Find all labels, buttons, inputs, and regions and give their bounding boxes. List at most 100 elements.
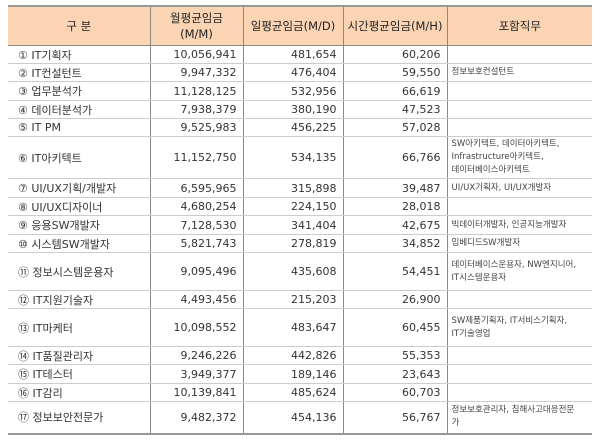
daily-wage: 224,150 — [242, 197, 343, 216]
monthly-wage: 9,947,332 — [149, 63, 243, 82]
header-category: 구 분 — [8, 6, 150, 46]
monthly-wage: 3,949,377 — [149, 364, 243, 384]
salary-table: 구 분 월평균임금 (M/M) 일평균임금(M/D) 시간평균임금(M/H) 포함… — [8, 5, 592, 435]
monthly-wage: 10,056,941 — [149, 45, 243, 64]
hourly-wage: 26,900 — [342, 290, 447, 309]
table-row: ⑩ 시스템SW개발자 5,821,743 278,819 34,852 임베디드SW개발… — [8, 234, 592, 253]
job-name: ① IT기획자 — [8, 45, 150, 64]
monthly-wage: 10,098,552 — [149, 308, 243, 347]
daily-wage: 380,190 — [242, 100, 343, 119]
included-jobs — [446, 118, 592, 137]
job-name: ⑤ IT PM — [8, 118, 150, 137]
included-jobs — [446, 383, 592, 402]
job-name: ⑫ IT지원기술자 — [8, 290, 150, 309]
monthly-wage: 11,152,750 — [149, 136, 243, 179]
hourly-wage: 28,018 — [342, 197, 447, 216]
included-job-line: 빅데이터개발자, 인공지능개발자 — [451, 219, 567, 230]
hourly-wage: 66,619 — [342, 81, 447, 101]
table-row: ③ 업무분석가 11,128,125 532,956 66,619 — [8, 81, 592, 101]
monthly-wage: 10,139,841 — [149, 383, 243, 402]
table-row: ⑦ UI/UX기획/개발자 6,595,965 315,898 39,487 UI/UX… — [8, 178, 592, 198]
daily-wage: 442,826 — [242, 346, 343, 365]
header-included: 포함직무 — [446, 6, 592, 46]
job-name: ③ 업무분석가 — [8, 81, 150, 101]
hourly-wage: 59,550 — [342, 63, 447, 82]
header-monthly-line1: 월평균임금 — [170, 11, 223, 25]
daily-wage: 278,819 — [242, 234, 343, 253]
hourly-wage: 55,353 — [342, 346, 447, 365]
included-job-line: UI/UX기획자, UI/UX개발자 — [451, 182, 552, 193]
monthly-wage: 9,482,372 — [149, 401, 243, 434]
hourly-wage: 54,451 — [342, 252, 447, 291]
daily-wage: 215,203 — [242, 290, 343, 309]
job-name: ⑮ IT테스터 — [8, 364, 150, 384]
included-jobs: SW제품기획자, IT서비스기획자, IT기술영업 — [446, 308, 592, 347]
included-jobs: 임베디드SW개발자 — [446, 234, 592, 253]
included-job-line: 정보보호컨설턴트 — [451, 67, 515, 77]
daily-wage: 456,225 — [242, 118, 343, 137]
header-monthly-line2: (M/M) — [180, 27, 213, 41]
job-name: ⑥ IT아키텍트 — [8, 136, 150, 179]
hourly-wage: 57,028 — [342, 118, 447, 137]
table-row: ⑨ 응용SW개발자 7,128,530 341,404 42,675 빅데이터개발자, … — [8, 215, 592, 235]
table-row: ⑧ UI/UX디자이너 4,680,254 224,150 28,018 — [8, 197, 592, 216]
table-row: ⑭ IT품질관리자 9,246,226 442,826 55,353 — [8, 346, 592, 365]
included-jobs — [446, 197, 592, 216]
monthly-wage: 5,821,743 — [149, 234, 243, 253]
table-row: ④ 데이터분석가 7,938,379 380,190 47,523 — [8, 100, 592, 119]
table-row: ⑬ IT마케터 10,098,552 483,647 60,455 SW제품기획자, I… — [8, 308, 592, 347]
daily-wage: 532,956 — [242, 81, 343, 101]
included-job-line: 데이터베이스운용자, NW엔지니어, — [451, 259, 577, 270]
included-jobs — [446, 364, 592, 384]
monthly-wage: 9,246,226 — [149, 346, 243, 365]
hourly-wage: 66,766 — [342, 136, 447, 179]
monthly-wage: 7,938,379 — [149, 100, 243, 119]
hourly-wage: 23,643 — [342, 364, 447, 384]
header-daily: 일평균임금(M/D) — [242, 6, 343, 46]
table-row: ⑯ IT감리 10,139,841 485,624 60,703 — [8, 383, 592, 402]
hourly-wage: 42,675 — [342, 215, 447, 235]
daily-wage: 476,404 — [242, 63, 343, 82]
daily-wage: 315,898 — [242, 178, 343, 198]
table-row: ⑪ 정보시스템운용자 9,095,496 435,608 54,451 데이터베이스운용… — [8, 252, 592, 291]
daily-wage: 483,647 — [242, 308, 343, 347]
included-job-line: IT기술영업 — [451, 328, 491, 339]
job-name: ⑪ 정보시스템운용자 — [8, 252, 150, 291]
hourly-wage: 60,455 — [342, 308, 447, 347]
included-job-line: SW제품기획자, IT서비스기획자, — [451, 315, 568, 326]
monthly-wage: 7,128,530 — [149, 215, 243, 235]
included-jobs: UI/UX기획자, UI/UX개발자 — [446, 178, 592, 198]
included-jobs — [446, 100, 592, 119]
daily-wage: 534,135 — [242, 136, 343, 179]
table-row: ⑰ 정보보안전문가 9,482,372 454,136 56,767 정보보호관리자, … — [8, 401, 592, 434]
included-jobs — [446, 290, 592, 309]
monthly-wage: 4,493,456 — [149, 290, 243, 309]
monthly-wage: 9,095,496 — [149, 252, 243, 291]
job-name: ⑬ IT마케터 — [8, 308, 150, 347]
hourly-wage: 56,767 — [342, 401, 447, 434]
monthly-wage: 9,525,983 — [149, 118, 243, 137]
daily-wage: 341,404 — [242, 215, 343, 235]
included-jobs: SW아키텍트, 데이터아키텍트, Infrastructure아키텍트, 데이터베이… — [446, 136, 592, 179]
included-job-line: 가 — [451, 418, 460, 429]
monthly-wage: 6,595,965 — [149, 178, 243, 198]
table-row: ① IT기획자 10,056,941 481,654 60,206 — [8, 45, 592, 64]
job-name: ⑭ IT품질관리자 — [8, 346, 150, 365]
included-jobs — [446, 45, 592, 64]
table-row: ⑫ IT지원기술자 4,493,456 215,203 26,900 — [8, 290, 592, 309]
table-row: ⑮ IT테스터 3,949,377 189,146 23,643 — [8, 364, 592, 384]
hourly-wage: 60,703 — [342, 383, 447, 402]
daily-wage: 481,654 — [242, 45, 343, 64]
included-jobs: 데이터베이스운용자, NW엔지니어, IT시스템운용자 — [446, 252, 592, 291]
included-job-line: 데이터베이스아키텍트 — [451, 165, 530, 175]
included-job-line: Infrastructure아키텍트, — [451, 152, 544, 162]
included-job-line: 정보보호관리자, 침해사고대응전문 — [451, 405, 575, 416]
job-name: ⑨ 응용SW개발자 — [8, 215, 150, 235]
hourly-wage: 34,852 — [342, 234, 447, 253]
included-jobs — [446, 346, 592, 365]
included-jobs: 정보보호컨설턴트 — [446, 63, 592, 82]
job-name: ⑩ 시스템SW개발자 — [8, 234, 150, 253]
included-job-line: SW아키텍트, 데이터아키텍트, — [451, 139, 560, 149]
job-name: ② IT컨설턴트 — [8, 63, 150, 82]
